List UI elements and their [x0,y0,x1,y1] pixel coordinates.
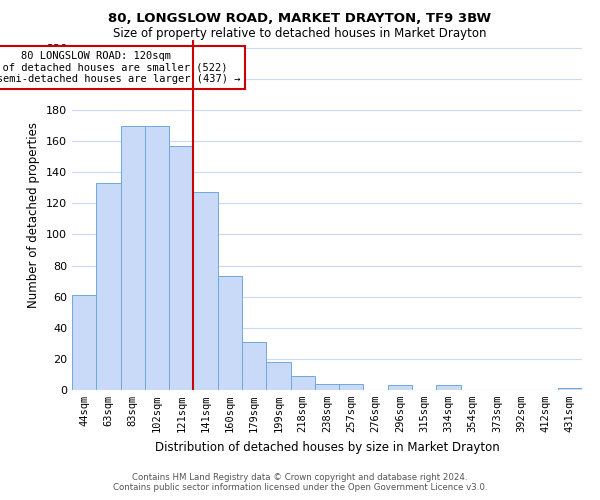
Bar [558,388,582,390]
Bar [96,183,121,390]
Text: Contains HM Land Registry data © Crown copyright and database right 2024.
Contai: Contains HM Land Registry data © Crown c… [113,473,487,492]
Bar [242,342,266,390]
Y-axis label: Number of detached properties: Number of detached properties [28,122,40,308]
Text: 80, LONGSLOW ROAD, MARKET DRAYTON, TF9 3BW: 80, LONGSLOW ROAD, MARKET DRAYTON, TF9 3… [109,12,491,26]
X-axis label: Distribution of detached houses by size in Market Drayton: Distribution of detached houses by size … [155,440,499,454]
Bar [339,384,364,390]
Bar [72,295,96,390]
Text: 80 LONGSLOW ROAD: 120sqm
← 54% of detached houses are smaller (522)
45% of semi-: 80 LONGSLOW ROAD: 120sqm ← 54% of detach… [0,51,240,84]
Bar [169,146,193,390]
Bar [121,126,145,390]
Bar [436,386,461,390]
Bar [266,362,290,390]
Bar [388,386,412,390]
Text: Size of property relative to detached houses in Market Drayton: Size of property relative to detached ho… [113,28,487,40]
Bar [218,276,242,390]
Bar [145,126,169,390]
Bar [193,192,218,390]
Bar [290,376,315,390]
Bar [315,384,339,390]
